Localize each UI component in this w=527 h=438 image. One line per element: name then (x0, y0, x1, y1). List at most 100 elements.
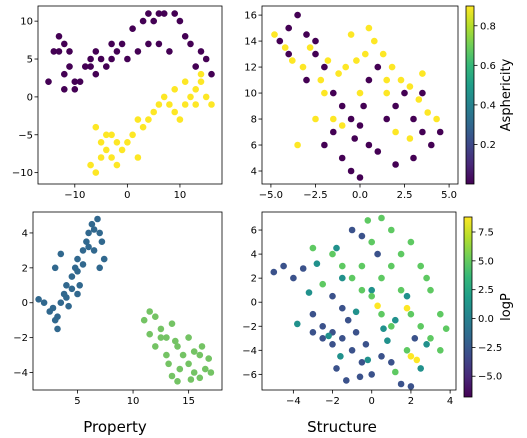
scatter-point (190, 369, 198, 376)
y-tick-label: −4 (242, 346, 257, 357)
scatter-point (166, 101, 173, 108)
scatter-point (303, 76, 310, 84)
scatter-point (155, 101, 163, 108)
scatter-point (145, 40, 152, 48)
scatter-point (312, 50, 319, 58)
scatter-point (88, 220, 96, 228)
scatter-point (197, 48, 205, 55)
scatter-point (407, 353, 415, 360)
scatter-point (181, 33, 189, 40)
scatter-point (61, 86, 68, 93)
scatter-point (358, 359, 366, 366)
scatter-point (145, 116, 152, 123)
scatter-point (352, 308, 360, 316)
scatter-point (150, 17, 157, 25)
scatter-point (61, 40, 68, 48)
scatter-point (100, 255, 108, 263)
scatter-point (290, 274, 297, 282)
scatter-point (333, 365, 340, 372)
scatter-point (168, 372, 176, 380)
scatter-point (379, 50, 387, 58)
scatter-point (338, 122, 346, 129)
scatter-point (51, 264, 59, 272)
scatter-point (155, 10, 163, 17)
scatter-point (168, 320, 176, 328)
scatter-point (347, 115, 355, 123)
scatter-point (378, 353, 385, 360)
scatter-point (417, 365, 425, 372)
scatter-point (388, 63, 396, 71)
scatter-point (108, 154, 115, 161)
scatter-point (92, 70, 100, 78)
scatter-point (353, 57, 360, 64)
scatter-point (66, 48, 73, 55)
scatter-point (365, 141, 373, 149)
scatter-point (208, 101, 215, 108)
scatter-point (358, 232, 366, 240)
scatter-point (407, 238, 415, 246)
y-tick-label: 5 (27, 55, 33, 66)
scatter-point (368, 371, 376, 378)
scatter-point (433, 115, 440, 123)
scatter-point (368, 286, 376, 294)
scatter-point (87, 55, 94, 63)
scatter-point (410, 154, 417, 162)
scatter-point (329, 341, 336, 348)
scatter-point (388, 323, 395, 330)
scatter-point (339, 304, 346, 312)
scatter-panel-top-right: −5.0 −2.5 0.0 2.5 5.0 4 6 8 10 12 14 16 (244, 5, 459, 201)
scatter-panel-bottom-left: 5 10 15 −4 −2 0 2 4 (13, 211, 223, 407)
colorbar-tick-label: 0.2 (480, 140, 496, 151)
x-tick-label: 2.5 (397, 190, 413, 201)
scatter-point (270, 268, 278, 276)
scatter-point (113, 161, 121, 169)
scatter-point (312, 115, 319, 123)
scatter-point (330, 89, 337, 97)
scatter-point (321, 89, 328, 97)
scatter-point (176, 365, 184, 373)
y-tick-label: 2 (22, 263, 28, 274)
scatter-point (280, 262, 287, 270)
scatter-point (76, 282, 83, 289)
scatter-point (198, 343, 206, 350)
property-label: Property (83, 418, 147, 436)
colorbar-tick-label: 5.0 (478, 256, 494, 267)
scatter-point (207, 369, 215, 376)
scatter-point (55, 48, 63, 55)
scatter-point (205, 355, 212, 362)
scatter-point (397, 76, 405, 84)
scatter-point (57, 299, 65, 307)
x-tick-label: −2 (325, 396, 340, 407)
scatter-point (419, 89, 426, 97)
scatter-point (344, 316, 352, 324)
scatter-point (356, 373, 364, 381)
scatter-point (285, 24, 293, 32)
scatter-point (423, 274, 430, 282)
scatter-point (196, 374, 204, 382)
scatter-point (397, 380, 405, 388)
scatter-point (92, 123, 100, 131)
scatter-point (124, 55, 131, 63)
scatter-point (313, 260, 321, 268)
scatter-point (294, 320, 301, 328)
y-tick-label: 4 (22, 228, 28, 239)
y-tick-label: −2 (242, 322, 257, 333)
scatter-point (50, 48, 58, 55)
scatter-point (157, 325, 165, 333)
colorbar-label: Asphericity (499, 58, 514, 131)
scatter-point (271, 31, 278, 38)
plot-frame (32, 211, 223, 391)
scatter-point (410, 115, 417, 123)
scatter-point (365, 76, 373, 84)
scatter-panel-top-left: −10 0 10 −10 −5 0 5 10 (12, 5, 223, 201)
y-tick-label: 8 (251, 115, 257, 126)
scatter-point (305, 289, 313, 296)
x-tick-label: 5.0 (441, 190, 457, 201)
y-tick-label: 4 (251, 250, 257, 261)
scatter-point (71, 86, 79, 93)
scatter-point (299, 265, 307, 272)
scatter-point (364, 356, 372, 364)
scatter-point (374, 302, 381, 310)
scatter-point (40, 299, 48, 307)
